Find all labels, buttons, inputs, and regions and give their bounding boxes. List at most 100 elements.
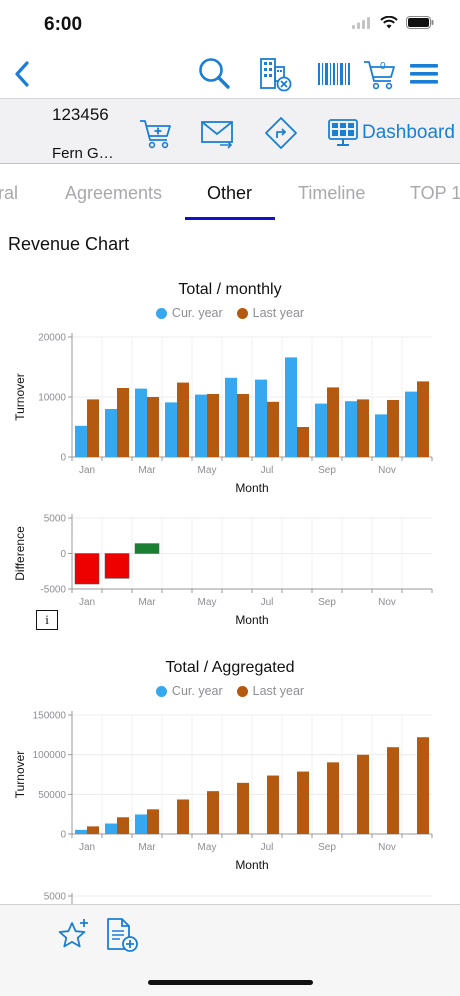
x-tick-label: Nov <box>378 842 396 853</box>
cart-count-badge: 0 <box>380 61 386 72</box>
y-tick-label: 50000 <box>38 790 66 801</box>
building-remove-icon <box>260 58 292 92</box>
bar-last-year <box>357 399 369 457</box>
add-to-cart-button[interactable] <box>138 115 174 151</box>
search-button[interactable] <box>194 56 234 92</box>
y-axis-title: Turnover <box>13 751 27 799</box>
bar-negative-difference <box>104 553 130 579</box>
tab-timeline[interactable]: Timeline <box>298 183 366 203</box>
shopping-cart-icon <box>364 61 395 90</box>
x-axis-title: Month <box>235 613 268 627</box>
tab-bar: ral Agreements Other Timeline TOP 10 <box>0 165 460 221</box>
bar-cur-year <box>75 425 87 457</box>
x-tick-label: Jul <box>261 842 274 853</box>
x-axis-title: Month <box>235 481 268 495</box>
bar-cur-year <box>285 357 297 457</box>
section-title: Revenue Chart <box>8 234 130 254</box>
battery-icon <box>406 16 434 29</box>
bar-last-year <box>207 394 219 457</box>
bar-last-year <box>177 799 189 834</box>
x-tick-label: Sep <box>318 842 336 853</box>
x-tick-label: Jan <box>79 597 95 608</box>
y-tick-label: 5000 <box>44 514 67 525</box>
bar-last-year <box>237 394 249 457</box>
search-icon <box>199 58 230 89</box>
bar-last-year <box>387 747 399 834</box>
bar-cur-year <box>315 403 327 457</box>
legend-swatch-last-year <box>236 685 248 697</box>
barcode-icon <box>318 63 350 85</box>
add-favorite-button[interactable] <box>56 917 92 953</box>
bar-cur-year <box>75 829 87 834</box>
barcode-scan-button[interactable] <box>314 56 354 92</box>
y-tick-label: 0 <box>60 830 66 841</box>
status-icons <box>352 16 434 29</box>
wifi-icon <box>380 16 398 29</box>
bar-last-year <box>147 397 159 457</box>
x-tick-label: Jan <box>79 842 95 853</box>
difference-chart: 5000 0 -5000 Jan Mar May Jul Sep Nov Month Differe… <box>13 514 433 627</box>
hamburger-menu-icon <box>410 64 438 84</box>
x-tick-label: Mar <box>138 597 156 608</box>
tab-other[interactable]: Other <box>207 183 253 203</box>
dashboard-label: Dashboard <box>362 122 455 143</box>
bar-last-year <box>297 771 309 834</box>
bar-last-year <box>327 387 339 457</box>
x-tick-label: Mar <box>138 465 156 476</box>
x-axis-title: Month <box>235 858 268 872</box>
bar-cur-year <box>375 414 387 457</box>
info-button[interactable]: i <box>36 610 58 630</box>
back-button[interactable] <box>8 56 36 92</box>
bar-last-year <box>87 399 99 457</box>
cellular-signal-icon <box>352 16 370 29</box>
tab-general[interactable]: ral <box>0 183 19 203</box>
partial-difference-chart: 5000 <box>44 892 432 904</box>
bar-negative-difference <box>74 553 100 585</box>
y-tick-label: 0 <box>60 549 66 560</box>
add-document-button[interactable] <box>104 917 140 953</box>
x-tick-label: Sep <box>318 465 336 476</box>
customer-id: 123456 <box>52 105 109 124</box>
bar-last-year <box>297 427 309 457</box>
active-tab-indicator <box>185 217 275 220</box>
tab-top-10[interactable]: TOP 10 <box>410 183 460 203</box>
document-add-icon <box>107 918 138 952</box>
building-remove-button[interactable] <box>254 56 294 92</box>
legend-label-cur-year: Cur. year <box>171 684 223 698</box>
bar-cur-year <box>255 379 267 457</box>
x-tick-label: Jul <box>261 597 274 608</box>
tab-agreements[interactable]: Agreements <box>65 183 163 203</box>
legend-swatch-cur-year <box>155 685 167 697</box>
bar-last-year <box>267 775 279 834</box>
x-tick-label: Sep <box>318 597 336 608</box>
bar-last-year <box>237 782 249 834</box>
directions-button[interactable] <box>264 115 298 151</box>
dashboard-button[interactable]: Dashboard <box>328 115 455 151</box>
legend-monthly: Cur. year Last year <box>0 306 460 320</box>
bar-last-year <box>327 762 339 834</box>
customer-info-bar: 123456 Fern G… Dashboard <box>0 98 460 164</box>
x-tick-label: May <box>198 842 217 853</box>
aggregated-turnover-chart: 150000 100000 50000 0 Jan Mar May Jul Sep Nov Mont… <box>13 711 433 872</box>
send-mail-button[interactable] <box>200 115 236 151</box>
legend-item-last-year: Last year <box>236 306 305 320</box>
bar-last-year <box>267 401 279 457</box>
star-add-icon <box>58 919 88 948</box>
legend-item-cur-year: Cur. year <box>155 306 223 320</box>
y-axis-title: Difference <box>13 526 27 581</box>
bar-last-year <box>417 737 429 834</box>
y-tick-label: 10000 <box>38 393 66 404</box>
y-tick-label: -5000 <box>40 585 66 596</box>
bar-last-year <box>117 388 129 457</box>
x-tick-label: Nov <box>378 597 396 608</box>
add-to-cart-icon <box>140 120 171 149</box>
menu-button[interactable] <box>408 56 440 92</box>
bar-cur-year <box>105 823 117 834</box>
legend-label-last-year: Last year <box>252 306 305 320</box>
y-tick-label: 0 <box>60 453 66 464</box>
x-tick-label: Mar <box>138 842 156 853</box>
bar-cur-year <box>105 409 117 457</box>
x-tick-label: Jul <box>261 465 274 476</box>
cart-button[interactable]: 0 <box>360 56 400 92</box>
x-tick-label: Nov <box>378 465 396 476</box>
